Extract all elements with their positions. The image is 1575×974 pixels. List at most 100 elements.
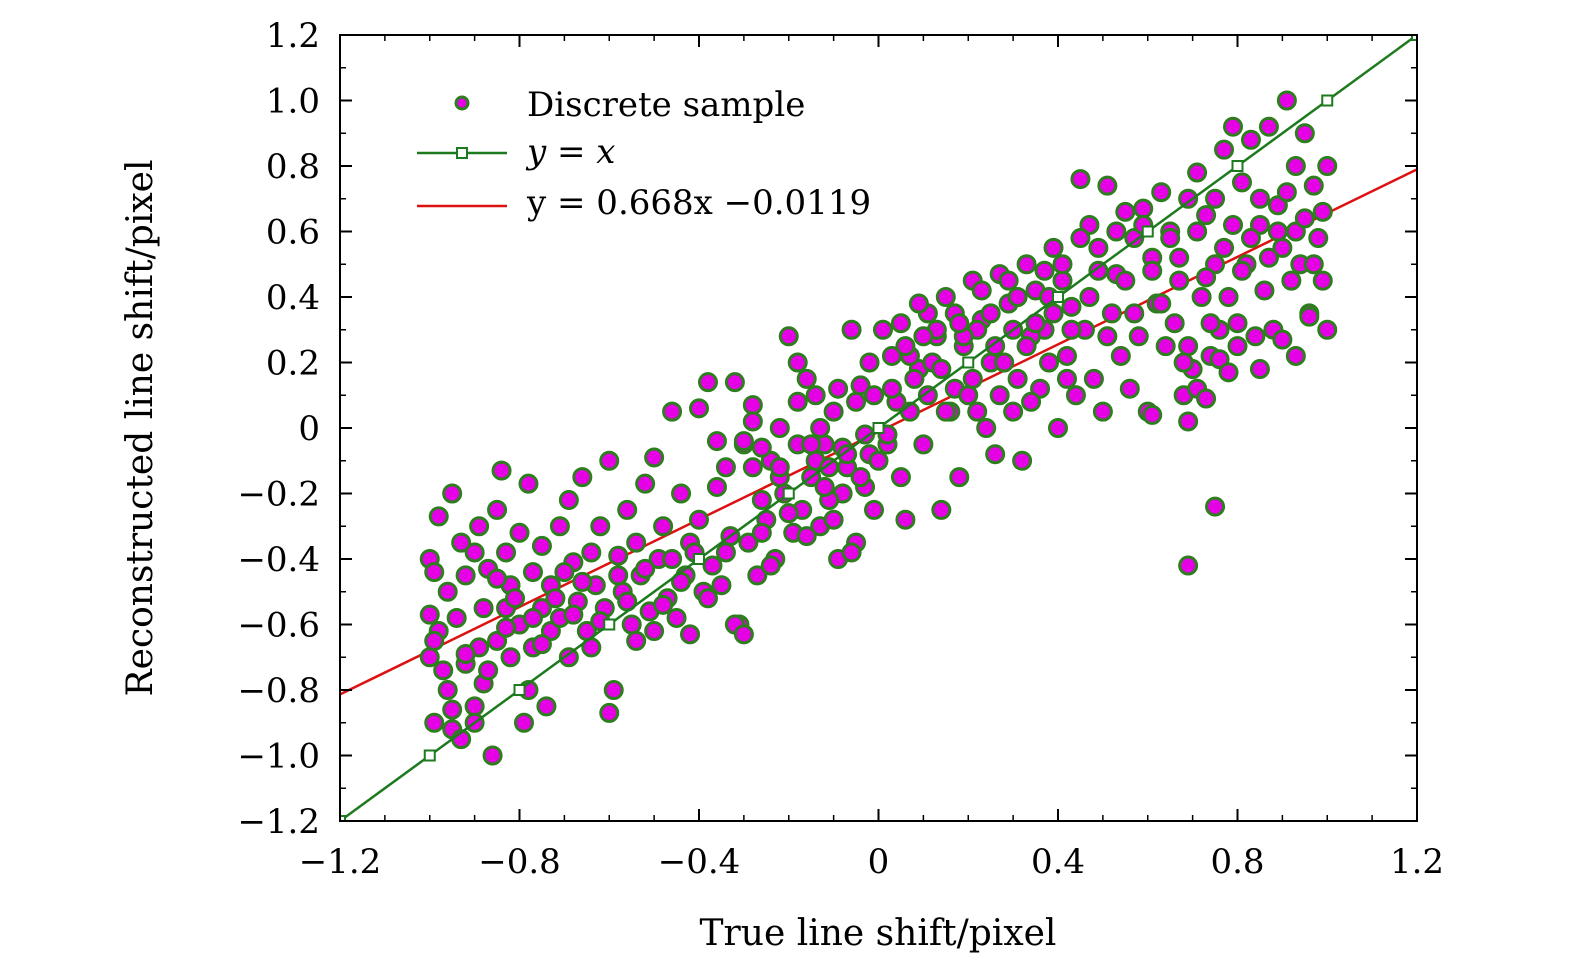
scatter-point: [1276, 182, 1297, 203]
scatter-point: [890, 467, 911, 488]
scatter-point: [751, 522, 772, 543]
scatter-point: [724, 372, 745, 393]
scatter-point: [545, 588, 566, 609]
scatter-point: [1303, 254, 1324, 275]
scatter-point: [805, 385, 826, 406]
scatter-point: [904, 368, 925, 389]
y-tick-label: 0.8: [266, 147, 320, 187]
scatter-point: [500, 647, 521, 668]
scatter-point: [994, 352, 1015, 373]
scatter-point: [760, 555, 781, 576]
scatter-point: [522, 607, 543, 628]
scatter-point: [1070, 228, 1091, 249]
scatter-point: [603, 680, 624, 700]
scatter-point: [881, 378, 902, 399]
scatter-point: [1088, 237, 1109, 258]
scatter-point: [913, 434, 934, 455]
scatter-point: [433, 660, 454, 681]
scatter-point: [1065, 385, 1086, 406]
scatter-point: [689, 398, 709, 419]
scatter-point: [1245, 326, 1266, 347]
scatter-point: [644, 447, 665, 468]
scatter-point: [424, 562, 445, 583]
scatter-point: [1012, 450, 1033, 471]
scatter-point: [949, 467, 970, 488]
scatter-point: [455, 643, 476, 664]
scatter-point: [985, 336, 1006, 357]
scatter-point: [1267, 221, 1288, 242]
scatter-point: [778, 503, 799, 524]
scatter-point: [706, 476, 727, 497]
scatter-point: [872, 319, 893, 340]
scatter-point: [787, 391, 808, 412]
identity-line-marker: [513, 684, 526, 696]
scatter-point: [1115, 201, 1136, 222]
scatter-point: [787, 352, 808, 373]
scatter-point: [1249, 359, 1270, 380]
scatter-point: [1312, 270, 1333, 291]
scatter-point: [962, 368, 983, 389]
scatter-point: [1021, 391, 1042, 412]
scatter-point: [841, 542, 862, 563]
x-tick-label: 0.4: [1031, 842, 1085, 882]
legend-label-fit: y = 0.668x −0.0119: [526, 183, 871, 223]
scatter-point: [509, 522, 530, 543]
y-tick-label: −0.2: [237, 475, 320, 515]
scatter-point: [563, 604, 584, 625]
scatter-point: [958, 385, 979, 406]
scatter-point: [1227, 313, 1248, 334]
scatter-point: [621, 614, 642, 635]
scatter-point: [931, 359, 952, 380]
scatter-point: [1155, 336, 1176, 357]
scatter-point: [1142, 404, 1163, 425]
scatter-point: [1115, 270, 1136, 291]
y-tick-label: 0.2: [266, 344, 320, 384]
scatter-point: [706, 431, 727, 452]
scatter-point: [1308, 228, 1329, 249]
scatter-point: [662, 401, 683, 422]
scatter-point: [1227, 336, 1248, 357]
scatter-point: [1303, 175, 1324, 196]
x-tick-label: 0: [868, 842, 890, 882]
scatter-point: [666, 607, 687, 628]
y-tick-label: 0: [298, 409, 320, 449]
scatter-point: [590, 516, 611, 537]
identity-line-marker: [1141, 225, 1154, 238]
scatter-point: [1097, 175, 1118, 196]
identity-line-marker: [782, 487, 795, 500]
scatter-point: [689, 509, 709, 530]
scatter-point: [976, 418, 997, 438]
scatter-point: [1267, 195, 1288, 216]
scatter-point: [1191, 287, 1212, 307]
scatter-point: [751, 490, 772, 511]
scatter-point: [1133, 198, 1154, 219]
scatter-point: [581, 542, 602, 563]
scatter-point: [769, 418, 790, 438]
scatter-point: [554, 562, 575, 583]
scatter-point: [437, 581, 458, 602]
scatter-point: [1196, 388, 1217, 409]
scatter-point: [1164, 313, 1185, 334]
scatter-point: [1142, 260, 1163, 281]
y-tick-label: −1.0: [237, 737, 320, 777]
y-tick-label: −0.8: [237, 671, 320, 711]
scatter-point: [455, 565, 476, 586]
scatter-point: [1178, 555, 1199, 576]
scatter-point: [967, 401, 988, 422]
scatter-point: [608, 565, 629, 586]
y-tick-label: −0.6: [237, 606, 320, 646]
scatter-point: [1043, 303, 1064, 324]
scatter-point: [549, 516, 570, 537]
scatter-point: [751, 437, 772, 458]
scatter-point: [733, 431, 754, 452]
scatter-point: [513, 712, 534, 733]
scatter-point: [1249, 214, 1270, 235]
scatter-point: [419, 604, 440, 625]
scatter-point: [482, 745, 503, 766]
scatter-point: [1106, 221, 1127, 242]
x-tick-label: −0.4: [658, 842, 741, 882]
y-axis-label: Reconstructed line shift/pixel: [120, 160, 161, 697]
scatter-point: [1061, 296, 1082, 317]
legend: Discrete sample y = x y = 0.668x −0.0119: [417, 85, 871, 223]
scatter-point: [572, 571, 593, 592]
